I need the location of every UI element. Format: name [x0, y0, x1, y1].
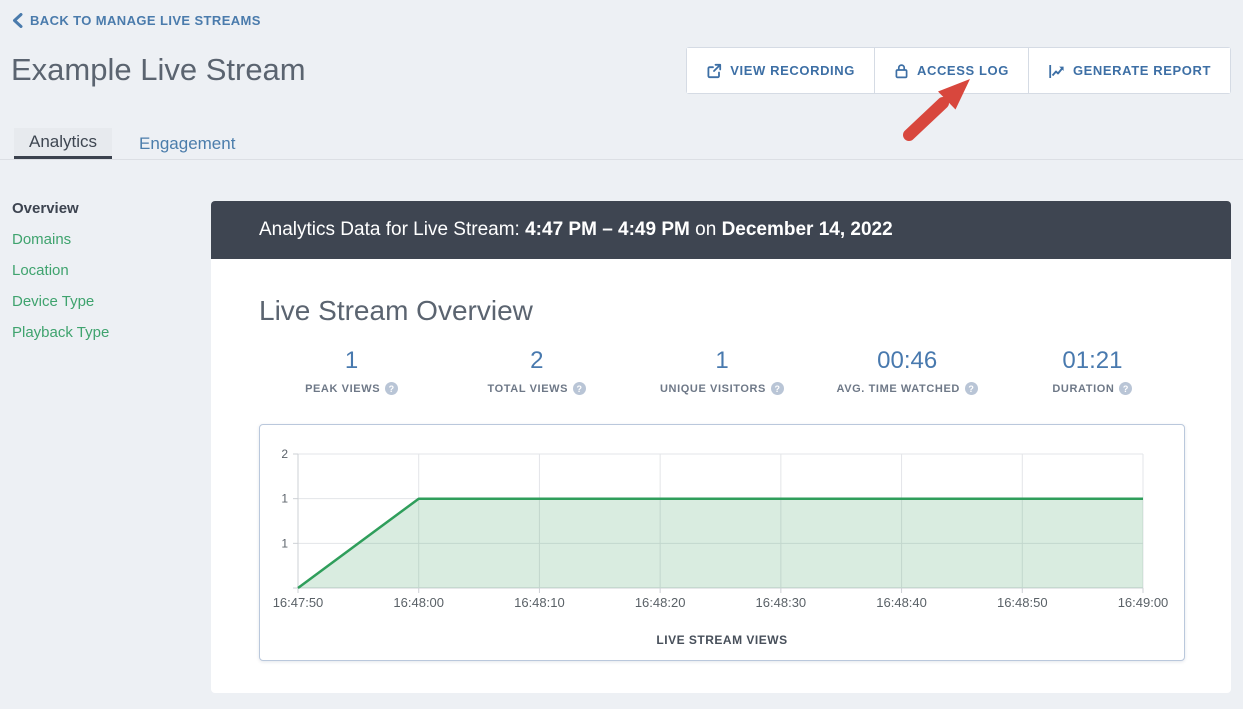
back-link-label: BACK TO MANAGE LIVE STREAMS	[30, 13, 261, 28]
banner-date: December 14, 2022	[721, 219, 893, 240]
tab-engagement[interactable]: Engagement	[139, 133, 236, 153]
generate-report-button[interactable]: GENERATE REPORT	[1027, 48, 1230, 93]
x-tick-label: 16:48:30	[756, 595, 807, 610]
stat-label: DURATION	[1052, 382, 1115, 395]
x-tick-label: 16:47:50	[273, 595, 324, 610]
sidebar-item-device-type[interactable]: Device Type	[12, 293, 95, 310]
stat-avg-time-watched: 00:46 AVG. TIME WATCHED?	[815, 347, 1000, 395]
tab-bar: Analytics Engagement	[0, 128, 1243, 160]
stat-duration: 01:21 DURATION?	[1000, 347, 1185, 395]
stat-unique-visitors: 1 UNIQUE VISITORS?	[629, 347, 814, 395]
stat-peak-views: 1 PEAK VIEWS?	[259, 347, 444, 395]
stat-value: 00:46	[877, 347, 938, 374]
stat-label: UNIQUE VISITORS	[660, 382, 766, 395]
banner-prefix: Analytics Data for Live Stream:	[259, 219, 526, 240]
lock-icon	[895, 63, 908, 78]
share-export-icon	[707, 63, 722, 78]
action-button-group: VIEW RECORDING ACCESS LOG GENERATE REPOR…	[686, 47, 1231, 94]
trend-chart-icon	[1049, 64, 1064, 78]
banner-time-range: 4:47 PM – 4:49 PM	[525, 219, 690, 240]
help-icon[interactable]: ?	[964, 382, 978, 395]
chevron-left-icon	[13, 13, 23, 28]
stat-label: TOTAL VIEWS	[487, 382, 569, 395]
chart-axis-title: LIVE STREAM VIEWS	[656, 633, 788, 647]
page-title: Example Live Stream	[11, 52, 306, 87]
live-stream-views-chart-card: 2 1 1 16:47:50 16:48:00 16:48:10 16:48:20 16:48…	[259, 424, 1185, 661]
x-tick-label: 16:48:20	[635, 595, 686, 610]
view-recording-button[interactable]: VIEW RECORDING	[687, 48, 874, 93]
series-area-fill	[298, 498, 1143, 588]
stat-label: PEAK VIEWS	[305, 382, 381, 395]
x-tick-label: 16:48:50	[997, 595, 1048, 610]
analytics-data-banner: Analytics Data for Live Stream: 4:47 PM …	[211, 201, 1231, 259]
help-icon[interactable]: ?	[385, 382, 399, 395]
access-log-label: ACCESS LOG	[916, 63, 1009, 78]
x-tick-label: 16:48:10	[514, 595, 565, 610]
generate-report-label: GENERATE REPORT	[1072, 63, 1211, 78]
x-tick-label: 16:48:00	[393, 595, 444, 610]
y-tick-label: 1	[281, 492, 288, 506]
access-log-button[interactable]: ACCESS LOG	[873, 48, 1028, 93]
sidebar-item-domains[interactable]: Domains	[12, 231, 72, 248]
banner-connector: on	[689, 219, 722, 240]
y-tick-label: 2	[281, 447, 288, 461]
tab-analytics[interactable]: Analytics	[14, 128, 113, 159]
view-recording-label: VIEW RECORDING	[730, 63, 855, 78]
stat-label: AVG. TIME WATCHED	[836, 382, 960, 395]
help-icon[interactable]: ?	[1119, 382, 1133, 395]
back-link[interactable]: BACK TO MANAGE LIVE STREAMS	[12, 13, 261, 28]
stat-total-views: 2 TOTAL VIEWS?	[444, 347, 629, 395]
live-stream-overview-heading: Live Stream Overview	[259, 295, 533, 326]
series-live-stream-views	[297, 497, 1143, 590]
help-icon[interactable]: ?	[771, 382, 784, 395]
stats-row: 1 PEAK VIEWS? 2 TOTAL VIEWS? 1 UNIQUE VI…	[259, 347, 1185, 395]
y-tick-label: 1	[281, 536, 288, 550]
x-tick-label: 16:49:00	[1118, 595, 1169, 610]
sidebar-item-location[interactable]: Location	[12, 262, 69, 279]
analytics-sidebar: Overview Domains Location Device Type Pl…	[12, 200, 192, 355]
views-over-time-chart: 2 1 1 16:47:50 16:48:00 16:48:10 16:48:20 16:48…	[273, 447, 1169, 610]
series-line	[297, 497, 1143, 590]
x-tick-label: 16:48:40	[876, 595, 927, 610]
stat-value: 1	[715, 347, 729, 374]
sidebar-item-overview[interactable]: Overview	[12, 200, 79, 217]
help-icon[interactable]: ?	[573, 382, 587, 395]
chart-tick-labels: 2 1 1 16:47:50 16:48:00 16:48:10 16:48:20 16:48…	[273, 447, 1169, 610]
stat-value: 2	[530, 347, 544, 374]
stat-value: 1	[344, 347, 359, 374]
main-content-card: Analytics Data for Live Stream: 4:47 PM …	[211, 201, 1231, 693]
sidebar-item-playback-type[interactable]: Playback Type	[12, 324, 110, 341]
stat-value: 01:21	[1062, 347, 1123, 374]
